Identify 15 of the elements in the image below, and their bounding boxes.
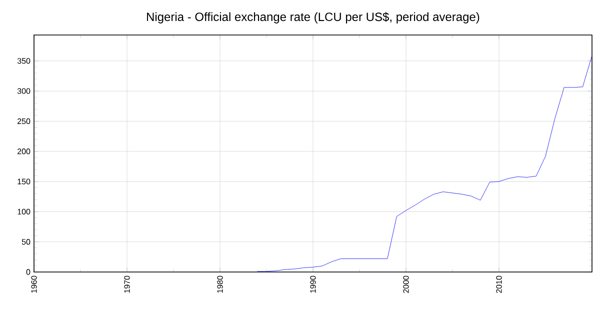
y-tick-label: 100 xyxy=(18,208,30,215)
y-tick-label: 250 xyxy=(18,118,30,124)
y-tick-label: 50 xyxy=(22,239,30,245)
x-tick-label: 1970 xyxy=(124,276,130,293)
y-tick-label: 0 xyxy=(26,269,30,275)
chart-title: Nigeria - Official exchange rate (LCU per US$, period average) xyxy=(147,12,480,24)
y-tick-label: 150 xyxy=(18,178,30,184)
x-tick-label: 2010 xyxy=(496,276,502,293)
x-tick-label: 1960 xyxy=(31,276,37,293)
x-tick-label: 1980 xyxy=(217,276,223,293)
x-tick-label: 2000 xyxy=(403,276,409,293)
y-tick-label: 300 xyxy=(17,88,30,94)
y-tick-label: 350 xyxy=(17,58,30,64)
x-tick-label: 1990 xyxy=(310,276,316,293)
y-tick-label: 200 xyxy=(18,148,30,154)
